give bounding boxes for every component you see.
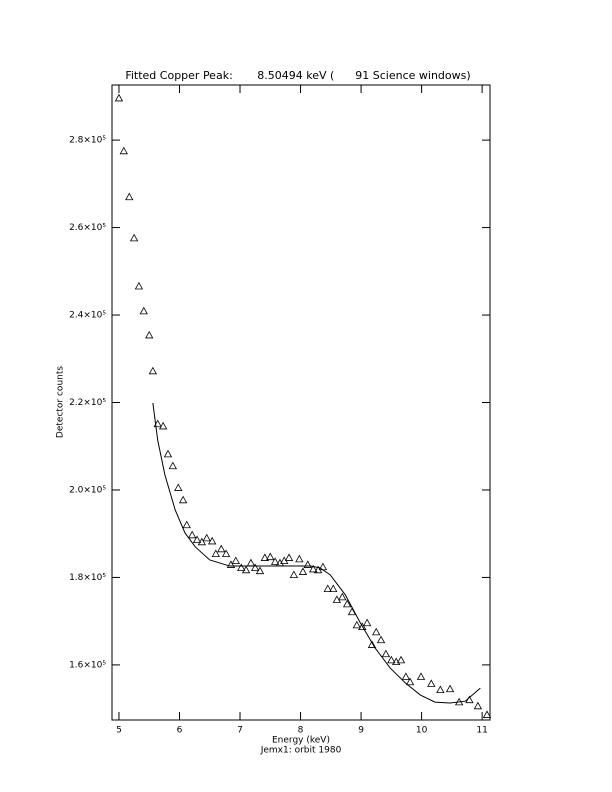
data-point	[148, 366, 158, 375]
data-point	[473, 701, 483, 710]
data-point	[416, 672, 426, 680]
data-point	[427, 679, 436, 687]
data-point	[134, 281, 144, 290]
chart-title: Fitted Copper Peak: 8.50494 keV ( 91 Sci…	[125, 69, 470, 82]
data-point	[211, 549, 220, 558]
data-point	[381, 649, 391, 658]
data-point	[266, 552, 275, 561]
fit-line	[152, 402, 481, 704]
data-point	[188, 530, 197, 539]
y-axis-label: Detector counts	[56, 366, 66, 438]
x-tick-label: 10	[416, 726, 428, 736]
data-point	[342, 599, 352, 608]
data-point	[221, 549, 231, 558]
data-point	[309, 564, 318, 573]
x-tick-label: 6	[177, 726, 183, 736]
data-point	[158, 421, 168, 430]
data-point	[396, 655, 406, 664]
x-tick-label: 9	[358, 726, 364, 736]
data-point	[178, 495, 188, 504]
data-point	[139, 306, 148, 315]
data-point	[197, 537, 207, 546]
y-tick-label: 2.8×10⁵	[69, 136, 106, 146]
data-point	[303, 560, 312, 568]
data-point	[192, 535, 202, 544]
data-point	[270, 557, 280, 565]
data-point	[163, 449, 173, 458]
x-tick-label: 5	[116, 726, 122, 736]
y-tick-label: 1.8×10⁵	[69, 573, 106, 583]
data-point	[376, 635, 386, 644]
data-point	[367, 640, 377, 648]
data-point	[119, 146, 128, 155]
data-point	[482, 710, 492, 718]
data-point	[114, 93, 124, 102]
data-point	[405, 677, 415, 686]
data-point	[250, 563, 260, 572]
data-point	[129, 233, 139, 242]
data-point	[387, 655, 396, 664]
data-point	[226, 560, 236, 568]
y-tick-label: 2.2×10⁵	[69, 398, 106, 408]
y-tick-label: 2.6×10⁵	[69, 223, 106, 233]
data-point	[358, 622, 367, 631]
data-point	[241, 565, 251, 574]
data-point	[372, 627, 381, 636]
data-point	[338, 592, 347, 601]
data-point	[436, 685, 445, 694]
data-point	[284, 553, 294, 561]
data-point	[260, 553, 270, 561]
data-point	[255, 566, 265, 575]
data-point	[352, 620, 362, 629]
data-point	[182, 520, 191, 529]
x-tick-label: 8	[298, 726, 304, 736]
y-tick-label: 1.6×10⁵	[69, 660, 106, 670]
data-point	[445, 684, 455, 693]
data-point	[207, 536, 217, 545]
data-point	[145, 330, 154, 339]
x-tick-label: 11	[476, 726, 487, 736]
data-point	[295, 554, 304, 563]
data-point	[332, 595, 342, 603]
data-point	[323, 584, 332, 593]
data-point	[217, 544, 226, 553]
data-point	[202, 533, 211, 542]
data-point	[362, 618, 372, 627]
data-point	[289, 570, 299, 579]
data-point	[329, 584, 338, 593]
data-point	[174, 483, 183, 491]
subtitle: Jemx1: orbit 1980	[260, 746, 342, 756]
x-axis-label: Energy (keV)	[272, 736, 330, 746]
y-tick-label: 2.4×10⁵	[69, 311, 106, 321]
x-tick-label: 7	[237, 726, 243, 736]
data-point	[298, 567, 308, 575]
data-point	[168, 461, 178, 470]
data-point	[237, 563, 246, 572]
y-tick-label: 2.0×10⁵	[69, 485, 106, 495]
data-point	[125, 192, 134, 201]
data-point	[401, 672, 411, 680]
data-point	[231, 556, 240, 565]
